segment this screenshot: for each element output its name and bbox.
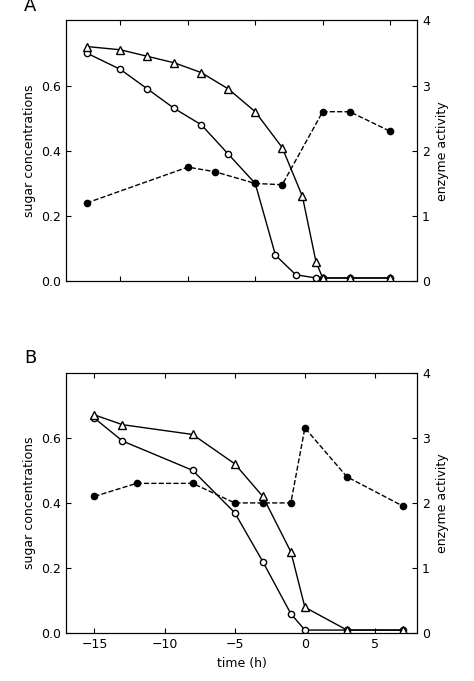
Y-axis label: enzyme activity: enzyme activity bbox=[436, 453, 448, 553]
Y-axis label: sugar concentrations: sugar concentrations bbox=[23, 437, 36, 569]
Text: B: B bbox=[24, 349, 36, 367]
Text: A: A bbox=[24, 0, 36, 15]
Y-axis label: sugar concentrations: sugar concentrations bbox=[23, 84, 36, 217]
X-axis label: time (h): time (h) bbox=[217, 656, 267, 669]
Y-axis label: enzyme activity: enzyme activity bbox=[436, 101, 448, 201]
